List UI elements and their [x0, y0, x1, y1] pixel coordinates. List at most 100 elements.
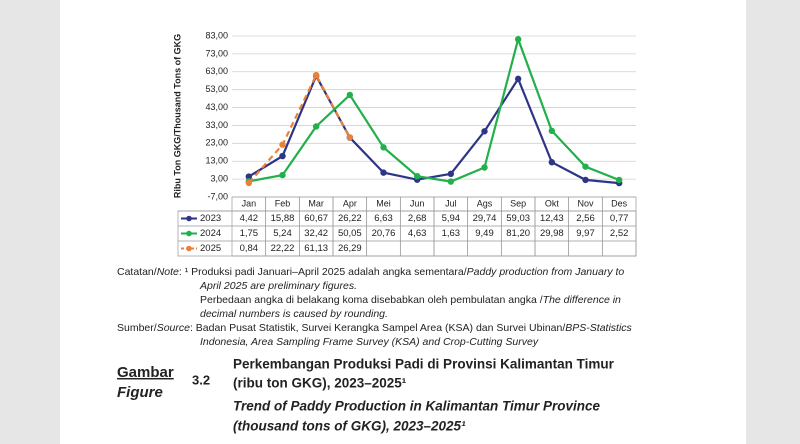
- data-point: [548, 127, 556, 135]
- data-label: 15,88: [271, 213, 295, 224]
- x-tick-label: Jul: [445, 198, 457, 208]
- data-point: [245, 173, 253, 180]
- data-point: [312, 71, 320, 79]
- note-text: : Badan Pusat Statistik, Survei Kerangka…: [190, 322, 565, 334]
- data-label: 2,56: [576, 213, 595, 224]
- data-label: 4,42: [240, 213, 259, 224]
- data-point: [346, 134, 354, 141]
- data-label: 26,22: [338, 213, 362, 224]
- x-tick-label: Apr: [343, 198, 357, 208]
- data-point: [447, 178, 455, 185]
- y-tick-label: 73,00: [205, 48, 228, 58]
- data-point: [279, 141, 286, 148]
- y-tick-label: 83,00: [205, 30, 228, 40]
- data-point: [245, 179, 253, 187]
- x-tick-label: Jan: [242, 198, 257, 208]
- caption-title: (ribu ton GKG), 2023–2025¹: [233, 376, 407, 391]
- note-text: The difference in: [543, 294, 621, 306]
- data-label: 5,24: [273, 228, 292, 239]
- legend-marker: [186, 230, 192, 237]
- data-point: [447, 170, 455, 178]
- data-point: [380, 169, 387, 176]
- note-text: decimal numbers is caused by rounding.: [200, 308, 388, 320]
- legend-label: 2024: [200, 228, 221, 239]
- legend-marker: [186, 215, 192, 222]
- x-tick-label: Sep: [510, 198, 526, 208]
- data-point: [481, 128, 488, 135]
- data-point: [481, 164, 488, 171]
- caption-label-en: Figure: [117, 384, 163, 401]
- data-label: 4,63: [408, 228, 427, 239]
- y-tick-label: 23,00: [205, 138, 228, 148]
- data-label: 0,77: [610, 213, 629, 224]
- data-point: [346, 91, 354, 99]
- data-label: 26,29: [338, 243, 362, 254]
- legend-marker: [186, 245, 192, 252]
- note-line: Sumber/Source: Badan Pusat Statistik, Su…: [117, 322, 633, 334]
- data-label: 2,68: [408, 213, 427, 224]
- data-label: 59,03: [506, 213, 530, 224]
- data-label: 32,42: [304, 228, 328, 239]
- caption-title-en: Trend of Paddy Production in Kalimantan …: [233, 399, 601, 414]
- note-text: Catatan/: [117, 266, 157, 278]
- note-text: Paddy production from January to: [467, 266, 625, 278]
- note-line: April 2025 are preliminary figures.: [199, 280, 357, 292]
- data-label: 6,63: [374, 213, 393, 224]
- data-label: 50,05: [338, 228, 362, 239]
- data-point: [279, 171, 286, 179]
- note-text: Sumber/: [117, 322, 157, 334]
- note-line: Perbedaan angka di belakang koma disebab…: [200, 294, 621, 306]
- data-label: 29,98: [540, 228, 564, 239]
- caption-number: 3.2: [192, 372, 210, 387]
- y-tick-label: 53,00: [205, 84, 228, 94]
- x-tick-label: Nov: [577, 198, 594, 208]
- x-tick-label: Mar: [308, 198, 324, 208]
- series-line: [248, 72, 351, 184]
- data-label: 81,20: [506, 228, 530, 239]
- y-tick-label: 3,00: [210, 173, 228, 183]
- note-text: BPS-Statistics: [565, 322, 632, 334]
- y-tick-label: 33,00: [205, 120, 228, 130]
- notes: Catatan/Note: ¹ Produksi padi Januari–Ap…: [117, 266, 633, 348]
- note-line: Indonesia, Area Sampling Frame Survey (K…: [200, 336, 539, 348]
- note-text: April 2025 are preliminary figures.: [199, 280, 357, 292]
- data-label: 5,94: [442, 213, 461, 224]
- note-text: : ¹ Produksi padi Januari–April 2025 ada…: [179, 266, 467, 278]
- data-point: [380, 144, 387, 151]
- note-text: Indonesia, Area Sampling Frame Survey (K…: [200, 336, 539, 348]
- data-point: [548, 159, 556, 166]
- data-label: 0,84: [240, 243, 259, 254]
- x-tick-label: Des: [611, 198, 628, 208]
- data-label: 9,97: [576, 228, 595, 239]
- table-cell: [601, 196, 637, 257]
- data-label: 1,75: [240, 228, 259, 239]
- data-point: [514, 36, 522, 43]
- legend-label: 2023: [200, 213, 221, 224]
- data-label: 2,52: [610, 228, 629, 239]
- data-label: 22,22: [271, 243, 295, 254]
- data-label: 1,63: [442, 228, 461, 239]
- data-label: 20,76: [372, 228, 396, 239]
- note-text: Perbedaan angka di belakang koma disebab…: [200, 294, 543, 306]
- y-axis-label: Ribu Ton GKG/Thousand Tons of GKG: [172, 34, 182, 198]
- caption-label: Gambar: [117, 364, 174, 381]
- y-tick-label: 13,00: [205, 156, 228, 166]
- data-point: [514, 75, 522, 83]
- legend-label: 2025: [200, 243, 221, 254]
- y-tick-label: -7,00: [207, 191, 228, 201]
- series-line: [248, 73, 620, 185]
- x-tick-label: Jun: [410, 198, 425, 208]
- data-point: [582, 176, 589, 184]
- note-line: decimal numbers is caused by rounding.: [200, 308, 388, 320]
- x-tick-label: Feb: [275, 198, 291, 208]
- data-label: 12,43: [540, 213, 564, 224]
- data-point: [582, 163, 589, 170]
- x-tick-label: Mei: [376, 198, 391, 208]
- data-label: 61,13: [304, 243, 328, 254]
- data-label: 29,74: [473, 213, 497, 224]
- note-text: Source: [157, 322, 190, 334]
- x-tick-label: Okt: [545, 198, 560, 208]
- data-point: [413, 172, 421, 180]
